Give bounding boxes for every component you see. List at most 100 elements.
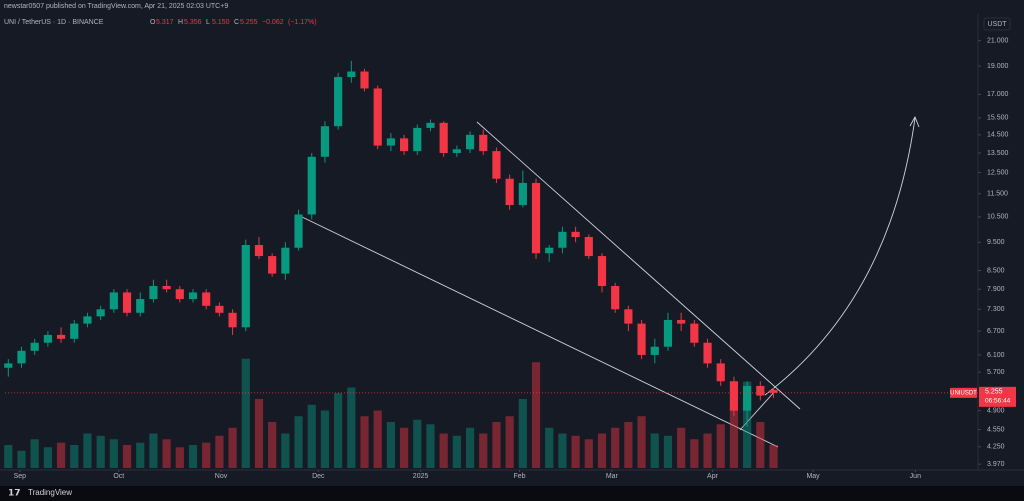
candle-body — [743, 385, 752, 411]
y-tick-label: 10.500 — [987, 214, 1009, 221]
volume-bar — [228, 427, 237, 468]
y-tick-label: 3.970 — [987, 461, 1005, 468]
price-label: 5.255 — [985, 389, 1003, 396]
candle-body — [215, 305, 224, 313]
volume-bar — [162, 439, 171, 468]
x-tick-label: 2025 — [413, 473, 429, 480]
candle-body — [175, 289, 184, 300]
volume-bar — [373, 410, 382, 468]
footer-logo: TradingView — [28, 488, 72, 497]
candle-body — [558, 231, 567, 248]
volume-bar — [545, 427, 554, 468]
trend-line — [739, 389, 777, 431]
x-tick-label: Sep — [14, 473, 27, 480]
y-tick-label: 4.250 — [987, 444, 1005, 451]
candle-body — [756, 385, 765, 396]
candle-body — [492, 151, 501, 179]
volume-bar — [83, 433, 92, 468]
ohlc-key: L — [206, 19, 210, 26]
candle-body — [109, 292, 118, 310]
change: −0.062 — [262, 19, 284, 26]
y-tick-label: 14.500 — [987, 132, 1009, 139]
candle-body — [452, 149, 461, 153]
candle-body — [386, 138, 395, 146]
ohlc-value: 5.255 — [240, 19, 258, 26]
ohlc-value: 5.150 — [212, 19, 230, 26]
candle-body — [505, 178, 514, 206]
y-tick-label: 8.500 — [987, 267, 1005, 274]
candle-body — [624, 309, 633, 324]
volume-bar — [96, 435, 105, 468]
candle-body — [400, 138, 409, 152]
candle-body — [268, 256, 277, 274]
trend-line — [476, 121, 801, 410]
logo-icon: 𝟭𝟳 — [8, 487, 21, 497]
y-tick-label: 13.500 — [987, 150, 1009, 157]
volume-bar — [347, 387, 356, 468]
candle-body — [281, 247, 290, 274]
y-tick-label: 21.000 — [987, 38, 1009, 45]
candle-body — [413, 127, 422, 152]
volume-bar — [307, 404, 316, 468]
candle-body — [465, 134, 475, 150]
candle-body — [663, 319, 673, 347]
x-tick-label: Feb — [514, 473, 526, 480]
volume-bar — [505, 416, 514, 468]
footer-bar — [0, 486, 1024, 501]
candle-body — [690, 323, 699, 343]
volume-bar — [769, 445, 778, 468]
volume-bar — [70, 445, 79, 468]
volume-bar — [663, 435, 673, 468]
candle-body — [228, 312, 237, 328]
candle-body — [162, 286, 171, 290]
candle-body — [518, 182, 527, 206]
candle-body — [70, 323, 79, 339]
volume-bar — [294, 416, 303, 468]
volume-bar — [690, 439, 699, 468]
candle-body — [426, 122, 435, 128]
volume-bar — [56, 442, 66, 468]
candle-body — [637, 323, 646, 355]
countdown: 06:56:44 — [985, 398, 1011, 405]
y-tick-label: 4.900 — [987, 407, 1005, 414]
x-tick-label: Oct — [113, 473, 124, 480]
volume-bar — [479, 433, 488, 468]
candle-body — [96, 309, 105, 317]
volume-bar — [756, 422, 765, 468]
y-tick-label: 15.500 — [987, 115, 1009, 122]
currency: USDT — [987, 21, 1007, 28]
candle-body — [307, 156, 316, 215]
y-tick-label: 6.100 — [987, 352, 1005, 359]
candle-body — [597, 256, 607, 287]
author: newstar0507 published on TradingView.com… — [4, 3, 228, 10]
volume-bar — [4, 445, 13, 468]
candle-body — [122, 292, 132, 313]
volume-bar — [729, 404, 739, 468]
volume-bar — [452, 435, 461, 468]
volume-bar — [703, 433, 712, 468]
volume-bar — [136, 442, 145, 468]
candle-body — [294, 214, 303, 248]
currency-box — [983, 17, 1011, 31]
volume-bar — [650, 433, 659, 468]
price-box — [979, 386, 1016, 407]
candle-body — [373, 88, 382, 146]
candle-body — [83, 316, 92, 324]
candle-body — [584, 237, 593, 257]
candle-body — [545, 247, 554, 254]
x-tick-label: Dec — [312, 473, 325, 480]
volume-bar — [43, 447, 52, 468]
volume-bar — [149, 433, 158, 468]
volume-bar — [334, 393, 343, 468]
candle-body — [531, 182, 541, 254]
candle-body — [17, 350, 26, 364]
ohlc-key: O — [150, 19, 156, 26]
symbol: UNI / TetherUS · 1D · BINANCE — [4, 19, 104, 26]
volume-bar — [624, 422, 633, 468]
ohlc-legend: O 5.317 H 5.356 L 5.150 C 5.255 −0.062 (−1.17%) — [150, 19, 317, 26]
candle-body — [650, 346, 659, 355]
volume-bar — [360, 416, 369, 468]
change-pct: (−1.17%) — [288, 19, 317, 26]
volume-bar — [558, 433, 567, 468]
y-tick-label: 9.500 — [987, 239, 1005, 246]
